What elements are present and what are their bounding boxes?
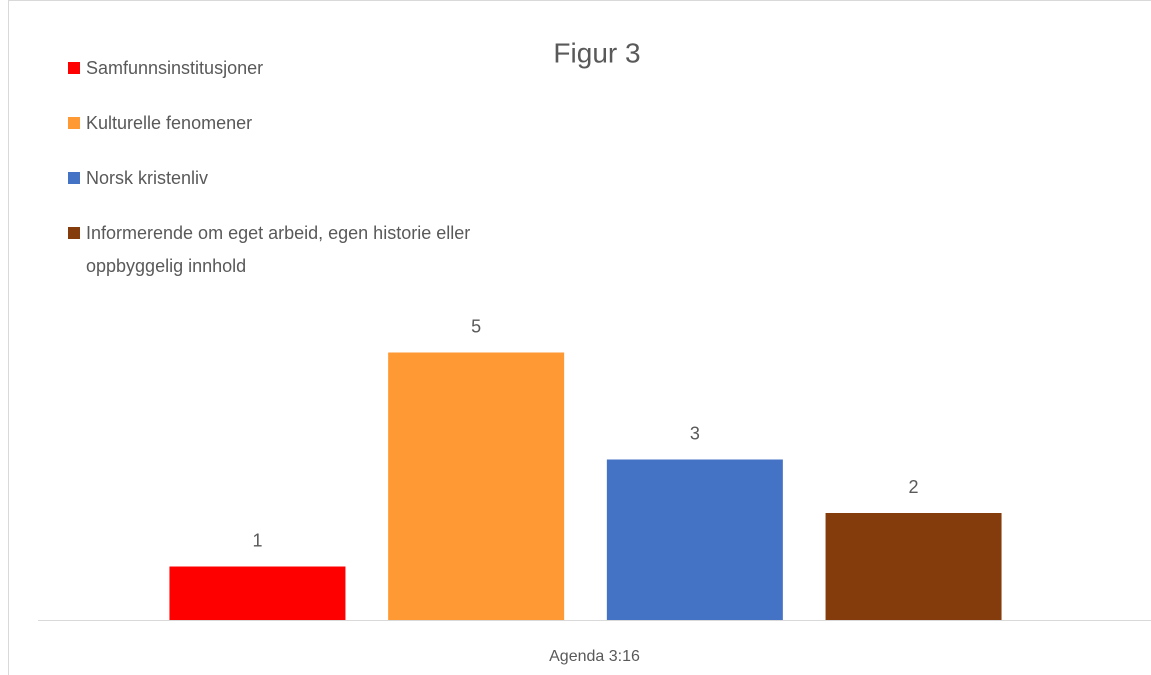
legend: Samfunnsinstitusjoner Kulturelle fenomene… — [68, 52, 528, 305]
legend-item: Informerende om eget arbeid, egen histor… — [68, 217, 528, 283]
legend-label: Informerende om eget arbeid, egen histor… — [86, 223, 471, 276]
legend-swatch — [68, 172, 80, 184]
data-label: 3 — [690, 423, 700, 443]
legend-label: Kulturelle fenomener — [86, 113, 253, 133]
legend-item: Samfunnsinstitusjoner — [68, 52, 528, 85]
legend-item: Kulturelle fenomener — [68, 107, 528, 140]
data-label: 5 — [471, 316, 481, 336]
legend-label: Samfunnsinstitusjoner — [86, 58, 264, 78]
legend-swatch — [68, 62, 80, 74]
legend-swatch — [68, 227, 80, 239]
legend-label: Norsk kristenliv — [86, 168, 209, 188]
bar — [825, 513, 1002, 620]
x-tick-label: Agenda 3:16 — [549, 648, 640, 665]
bar — [169, 566, 346, 620]
bar — [606, 459, 783, 620]
bar — [388, 352, 565, 620]
chart-title: Figur 3 — [553, 37, 640, 68]
data-label: 2 — [909, 477, 919, 497]
data-label: 1 — [252, 530, 262, 550]
legend-swatch — [68, 117, 80, 129]
legend-item: Norsk kristenliv — [68, 162, 528, 195]
